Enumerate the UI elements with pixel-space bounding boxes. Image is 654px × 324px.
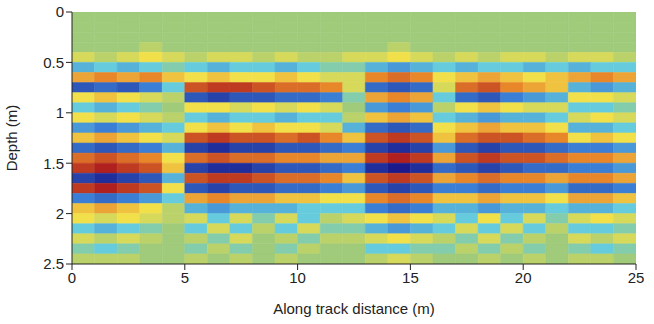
svg-text:5: 5 — [181, 269, 189, 286]
svg-text:0.5: 0.5 — [43, 54, 64, 71]
svg-text:10: 10 — [289, 269, 306, 286]
svg-text:1: 1 — [56, 104, 64, 121]
svg-text:1.5: 1.5 — [43, 155, 64, 172]
svg-text:25: 25 — [628, 269, 645, 286]
svg-text:Along track distance (m): Along track distance (m) — [273, 300, 435, 317]
svg-text:20: 20 — [515, 269, 532, 286]
svg-text:0: 0 — [68, 269, 76, 286]
svg-text:15: 15 — [402, 269, 419, 286]
svg-text:0: 0 — [56, 3, 64, 20]
svg-text:Depth (m): Depth (m) — [3, 105, 20, 172]
svg-text:2: 2 — [56, 205, 64, 222]
svg-text:2.5: 2.5 — [43, 255, 64, 272]
